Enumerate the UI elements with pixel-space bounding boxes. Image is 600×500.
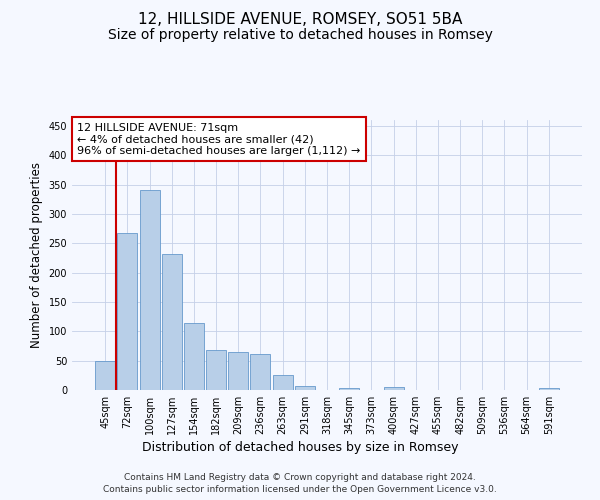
Text: Distribution of detached houses by size in Romsey: Distribution of detached houses by size …	[142, 441, 458, 454]
Text: Size of property relative to detached houses in Romsey: Size of property relative to detached ho…	[107, 28, 493, 42]
Bar	[95, 360, 115, 390]
Bar	[539, 388, 559, 390]
Text: Contains public sector information licensed under the Open Government Licence v3: Contains public sector information licen…	[103, 485, 497, 494]
Bar	[140, 190, 160, 390]
Bar	[272, 376, 293, 390]
Bar	[383, 387, 404, 390]
Bar	[184, 322, 204, 390]
Bar	[339, 388, 359, 390]
Text: 12 HILLSIDE AVENUE: 71sqm
← 4% of detached houses are smaller (42)
96% of semi-d: 12 HILLSIDE AVENUE: 71sqm ← 4% of detach…	[77, 122, 361, 156]
Bar	[228, 352, 248, 390]
Text: Contains HM Land Registry data © Crown copyright and database right 2024.: Contains HM Land Registry data © Crown c…	[124, 472, 476, 482]
Text: 12, HILLSIDE AVENUE, ROMSEY, SO51 5BA: 12, HILLSIDE AVENUE, ROMSEY, SO51 5BA	[138, 12, 462, 28]
Bar	[250, 354, 271, 390]
Bar	[118, 234, 137, 390]
Bar	[206, 350, 226, 390]
Bar	[295, 386, 315, 390]
Y-axis label: Number of detached properties: Number of detached properties	[30, 162, 43, 348]
Bar	[162, 254, 182, 390]
